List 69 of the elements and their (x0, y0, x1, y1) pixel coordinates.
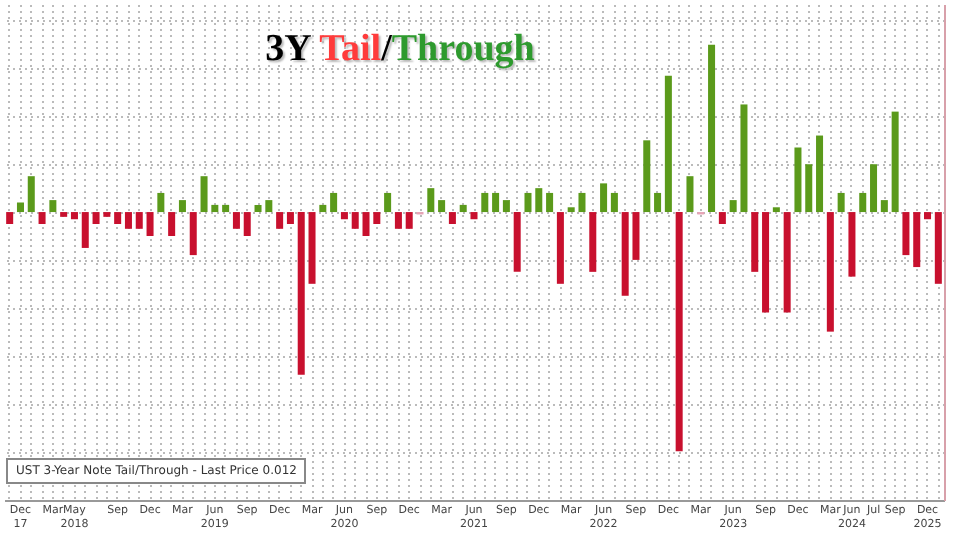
bar (891, 111, 899, 213)
bar (81, 212, 89, 248)
bar (513, 212, 521, 272)
bar (330, 192, 338, 213)
bar (189, 212, 197, 256)
bar (243, 212, 251, 236)
bar (124, 212, 132, 229)
bar (772, 207, 780, 213)
bar (27, 176, 35, 213)
bar (708, 44, 716, 213)
bar (394, 212, 402, 229)
bar (675, 212, 683, 452)
bar (351, 212, 359, 229)
bar (286, 212, 294, 225)
bar (880, 200, 888, 213)
bar (481, 192, 489, 213)
bar (783, 212, 791, 313)
bar (870, 164, 878, 213)
bar (934, 212, 942, 284)
bar (427, 188, 435, 213)
bar (664, 75, 672, 213)
bar (848, 212, 856, 277)
bar (556, 212, 564, 284)
bar (751, 212, 759, 272)
bar (913, 212, 921, 268)
bar (859, 192, 867, 213)
bar (902, 212, 910, 256)
bar (135, 212, 143, 229)
chart-title: 3Y Tail/Through (265, 28, 535, 70)
bar (654, 192, 662, 213)
bar (232, 212, 240, 229)
bar (686, 176, 694, 213)
bar (600, 183, 608, 213)
bar (438, 200, 446, 213)
bar (643, 140, 651, 213)
bar (589, 212, 597, 272)
bar (6, 212, 14, 225)
bar (49, 200, 57, 213)
bar (502, 200, 510, 213)
bar (384, 192, 392, 213)
bar (837, 192, 845, 213)
bar (924, 212, 932, 220)
bar (805, 164, 813, 213)
bar (459, 204, 467, 213)
bar (794, 147, 802, 213)
bar (276, 212, 284, 229)
bar (470, 212, 478, 220)
bar (826, 212, 834, 332)
bar (157, 192, 165, 213)
bar (297, 212, 305, 375)
bar (340, 212, 348, 220)
bar (610, 192, 618, 213)
bar (816, 135, 824, 213)
bar (718, 212, 726, 225)
bar (762, 212, 770, 313)
bar (146, 212, 154, 236)
bar (168, 212, 176, 236)
bar (114, 212, 122, 225)
bar (178, 200, 186, 213)
bar (70, 212, 78, 220)
bar (38, 212, 46, 225)
bar (222, 204, 230, 213)
bar (405, 212, 413, 229)
bar (319, 204, 327, 213)
bar (492, 192, 500, 213)
bar (448, 212, 456, 225)
bar (16, 202, 24, 213)
bar (308, 212, 316, 284)
bar (546, 192, 554, 213)
